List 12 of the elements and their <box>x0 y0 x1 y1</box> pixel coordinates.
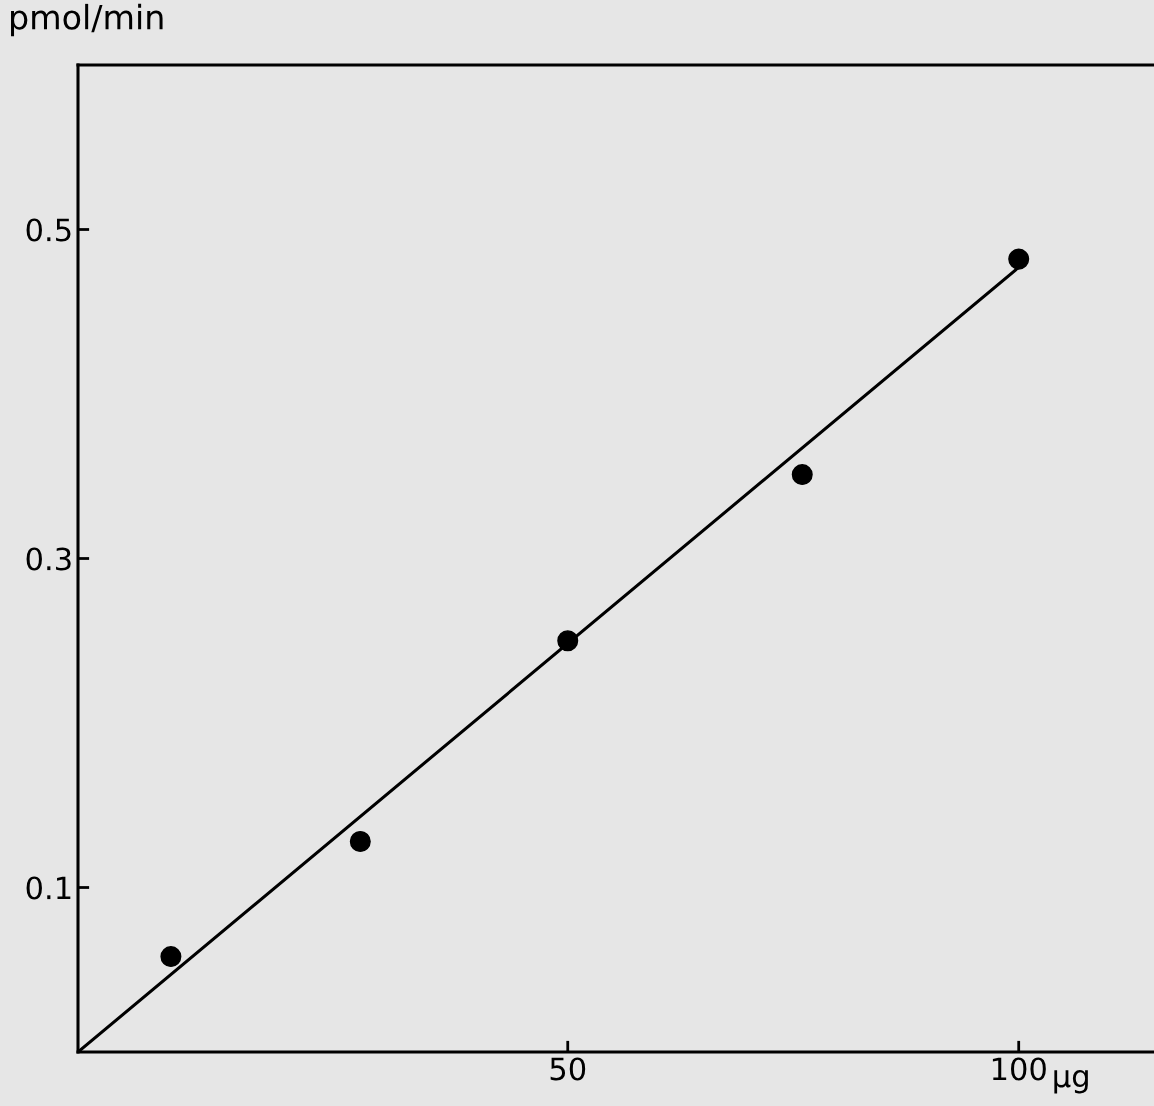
point <box>160 946 182 968</box>
y-tick-label: 0.1 <box>26 876 71 900</box>
point <box>349 830 371 852</box>
x-axis-title: µg <box>1054 1069 1088 1094</box>
y-axis-title: pmol/min <box>11 3 163 37</box>
point <box>1008 248 1030 270</box>
x-tick-label: 100 <box>992 1057 1046 1081</box>
point <box>557 630 579 652</box>
x-tick-label: 50 <box>550 1057 586 1081</box>
y-tick-label: 0.5 <box>26 218 71 242</box>
y-tick-label: 0.3 <box>26 547 71 571</box>
point <box>791 464 813 486</box>
